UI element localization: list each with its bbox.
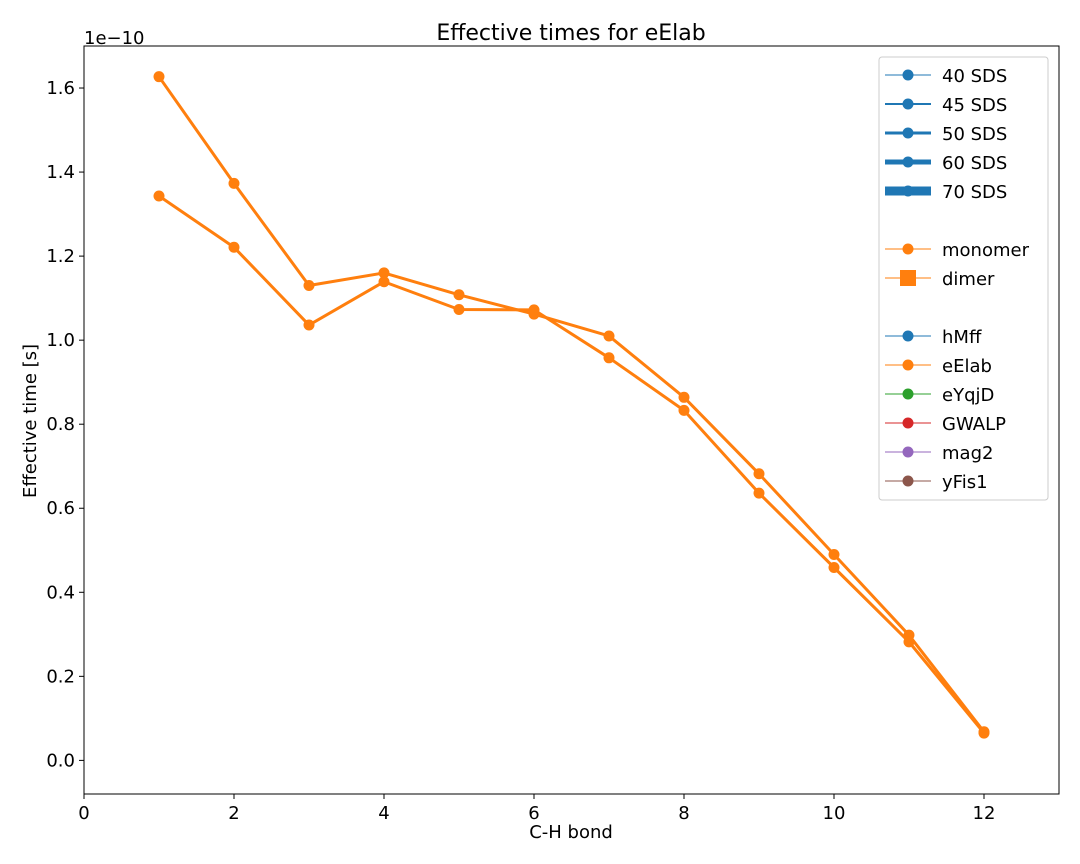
x-tick-label: 6 <box>528 803 539 824</box>
legend-label: 40 SDS <box>942 66 1007 87</box>
series-2-point <box>528 304 540 316</box>
series-1-point <box>678 391 690 403</box>
legend-marker-circle <box>902 388 914 400</box>
series-2-point <box>153 190 165 202</box>
series-2-point <box>378 276 390 288</box>
y-tick-label: 1.4 <box>46 162 75 183</box>
y-axis-ticks: 0.0 0.2 0.4 0.6 0.8 1.0 1.2 1.4 1.6 <box>46 78 84 771</box>
series-2-point <box>303 319 315 331</box>
plot-frame <box>83 45 1060 795</box>
series-2-point <box>903 636 915 648</box>
legend-label: yFis1 <box>942 472 988 493</box>
legend-marker-circle <box>902 156 914 168</box>
legend-marker-circle <box>902 417 914 429</box>
series-2-point <box>828 561 840 573</box>
legend-label: monomer <box>942 240 1030 261</box>
y-tick-label: 0.8 <box>46 414 75 435</box>
legend-marker-square <box>900 270 916 286</box>
y-tick-label: 1.0 <box>46 330 75 351</box>
x-tick-label: 0 <box>78 803 89 824</box>
legend-marker-circle <box>902 243 914 255</box>
x-tick-label: 8 <box>678 803 689 824</box>
series-1-point <box>753 468 765 480</box>
legend-label: 70 SDS <box>942 182 1007 203</box>
legend: 40 SDS 45 SDS 50 SDS 60 SDS 70 SDS monomer dim… <box>878 56 1049 501</box>
legend-label: dimer <box>942 269 995 290</box>
legend-label: eYqjD <box>942 385 994 406</box>
legend-label: 60 SDS <box>942 153 1007 174</box>
y-tick-label: 1.2 <box>46 246 75 267</box>
legend-box <box>878 56 1049 501</box>
legend-marker-circle <box>902 359 914 371</box>
series-2-point <box>453 303 465 315</box>
legend-label: 45 SDS <box>942 95 1007 116</box>
series-1-point <box>228 177 240 189</box>
legend-label: GWALP <box>942 414 1006 435</box>
legend-label: hMff <box>942 327 982 348</box>
series-1-point <box>303 280 315 292</box>
legend-marker-circle <box>902 69 914 81</box>
series-2-line <box>158 194 986 735</box>
y-tick-label: 0.6 <box>46 498 75 519</box>
plot-area <box>153 71 990 739</box>
series-1-point <box>603 330 615 342</box>
series-2-point <box>228 241 240 253</box>
legend-marker-circle <box>902 475 914 487</box>
x-axis-ticks: 0 2 4 6 8 10 12 <box>78 794 995 824</box>
series-1-point <box>153 71 165 83</box>
series-2-point <box>603 352 615 364</box>
series-1-point <box>378 267 390 279</box>
x-axis-label: C-H bond <box>529 822 613 843</box>
legend-label: 50 SDS <box>942 124 1007 145</box>
legend-marker-circle <box>902 330 914 342</box>
series-1-point <box>453 289 465 301</box>
y-tick-label: 0.2 <box>46 666 75 687</box>
legend-label: mag2 <box>942 443 993 464</box>
series-2-point <box>678 404 690 416</box>
y-tick-label: 1.6 <box>46 78 75 99</box>
y-axis-scale-label: 1e−10 <box>84 28 145 49</box>
y-tick-label: 0.4 <box>46 582 75 603</box>
legend-marker-circle <box>902 127 914 139</box>
x-tick-label: 12 <box>973 803 996 824</box>
series-1-point <box>828 548 840 560</box>
legend-marker-circle <box>902 98 914 110</box>
legend-marker-circle <box>902 185 914 197</box>
series-2-point <box>753 487 765 499</box>
y-axis-label: Effective time [s] <box>20 344 41 498</box>
x-tick-label: 10 <box>823 803 846 824</box>
legend-label: eElab <box>942 356 992 377</box>
x-tick-label: 2 <box>228 803 239 824</box>
y-tick-label: 0.0 <box>46 750 75 771</box>
series-2-point <box>978 727 990 739</box>
x-tick-label: 4 <box>378 803 389 824</box>
series-1-line <box>157 75 986 733</box>
legend-marker-circle <box>902 446 914 458</box>
chart-title: Effective times for eElab <box>436 21 705 46</box>
